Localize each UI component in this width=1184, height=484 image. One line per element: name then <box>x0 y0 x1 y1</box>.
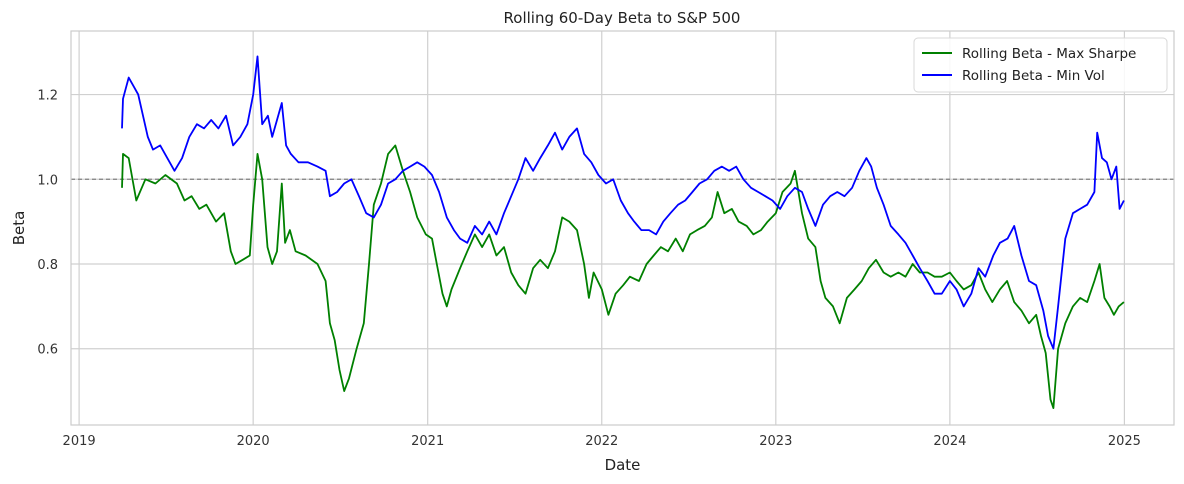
y-axis-title: Beta <box>10 211 28 246</box>
x-tick-label: 2025 <box>1108 434 1141 449</box>
chart-title: Rolling 60-Day Beta to S&P 500 <box>504 9 741 27</box>
legend-box <box>913 37 1168 93</box>
x-axis-ticks: 2019 2020 2021 2022 2023 2024 2025 <box>63 434 1141 449</box>
y-tick-label: 0.6 <box>37 343 58 358</box>
legend-label: Rolling Beta - Min Vol <box>962 68 1105 84</box>
y-tick-label: 1.0 <box>37 173 58 188</box>
series-line-max-sharpe <box>121 144 1125 410</box>
x-tick-label: 2019 <box>63 434 96 449</box>
legend: Rolling Beta - Max Sharpe Rolling Beta - … <box>913 37 1168 93</box>
x-tick-label: 2020 <box>237 434 270 449</box>
series-layer <box>121 55 1125 410</box>
y-axis-ticks: 0.6 0.8 1.0 1.2 <box>37 89 58 358</box>
x-tick-label: 2024 <box>933 434 966 449</box>
x-axis-title: Date <box>605 456 641 474</box>
y-tick-label: 0.8 <box>37 258 58 273</box>
legend-label: Rolling Beta - Max Sharpe <box>962 46 1136 62</box>
series-line-min-vol <box>121 55 1125 350</box>
x-tick-label: 2021 <box>411 434 444 449</box>
plot-frame <box>70 30 1175 426</box>
x-tick-label: 2023 <box>759 434 792 449</box>
x-tick-label: 2022 <box>585 434 618 449</box>
y-tick-label: 1.2 <box>37 89 58 104</box>
